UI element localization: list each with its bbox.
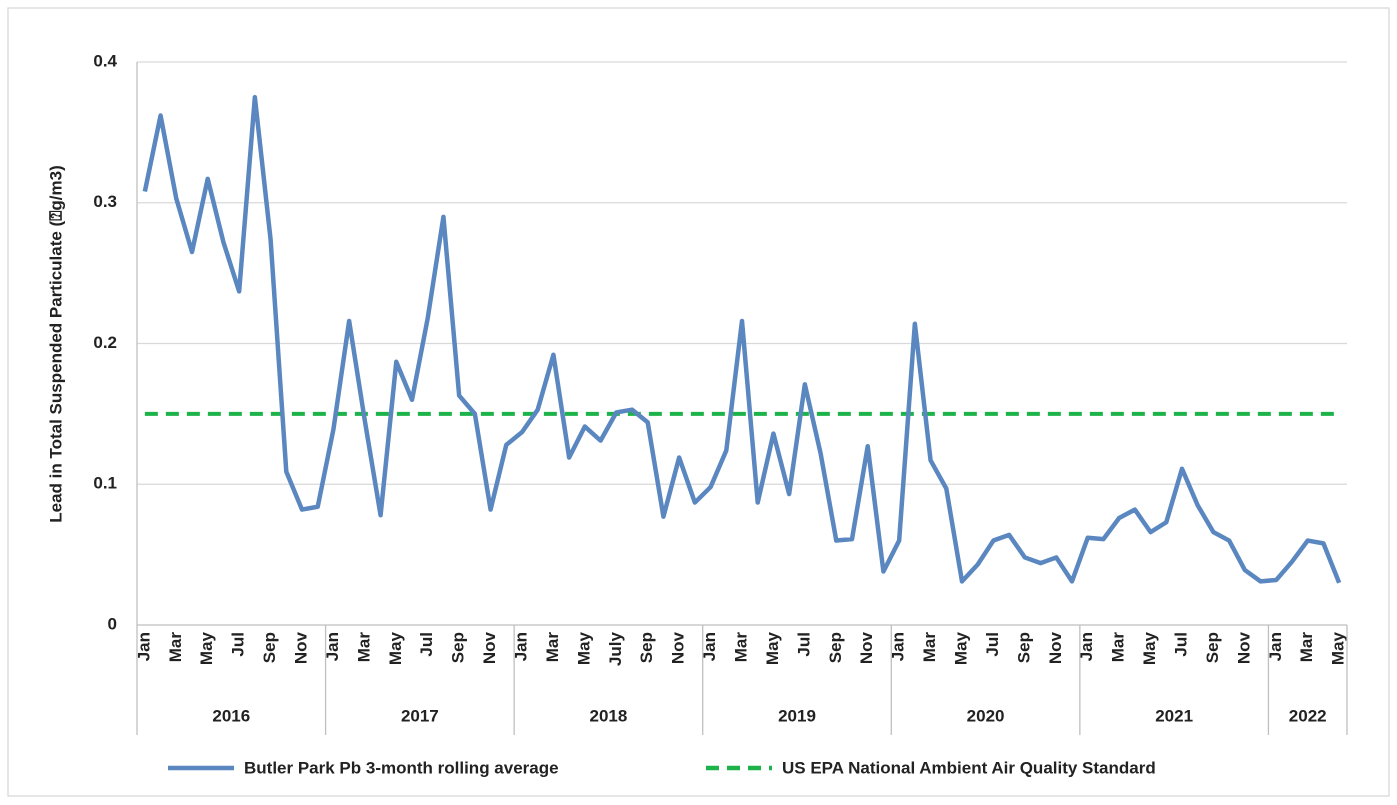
x-tick-label: Jan: [889, 632, 908, 661]
data-line: [142, 94, 1342, 584]
x-tick-label: Mar: [166, 632, 185, 663]
x-tick-label: May: [197, 631, 216, 665]
x-tick-label: Jul: [1171, 632, 1190, 657]
group-label: 2018: [590, 706, 628, 725]
group-label: 2017: [401, 706, 439, 725]
y-tick-label: 0: [108, 614, 117, 633]
x-tick-label: May: [951, 631, 970, 665]
x-tick-label: Sep: [637, 632, 656, 663]
x-tick-label: May: [574, 631, 593, 665]
y-tick-label: 0.1: [93, 474, 117, 493]
x-tick-label: Jan: [700, 632, 719, 661]
chart-border: [7, 7, 1390, 797]
x-tick-label: Nov: [669, 631, 688, 664]
group-label: 2019: [778, 706, 816, 725]
x-tick-label: Jan: [134, 632, 153, 661]
x-tick-label: Sep: [826, 632, 845, 663]
group-label: 2016: [212, 706, 250, 725]
legend-label: Butler Park Pb 3-month rolling average: [244, 758, 559, 777]
legend-label: US EPA National Ambient Air Quality Stan…: [782, 758, 1156, 777]
x-tick-label: Sep: [260, 632, 279, 663]
x-tick-label: Jul: [417, 632, 436, 657]
y-tick-label: 0.4: [93, 51, 117, 70]
group-label: 2022: [1289, 706, 1327, 725]
x-tick-label: Sep: [449, 632, 468, 663]
x-tick-label: Jul: [794, 632, 813, 657]
x-tick-label: Nov: [480, 631, 499, 664]
x-tick-label: Nov: [857, 631, 876, 664]
x-tick-label: Mar: [354, 632, 373, 663]
x-tick-label: Nov: [1046, 631, 1065, 664]
x-tick-label: Mar: [543, 632, 562, 663]
x-tick-label: Jan: [1266, 632, 1285, 661]
y-axis-label: Lead in Total Suspended Particulate (⍰g/…: [46, 165, 65, 523]
x-tick-label: Jan: [1077, 632, 1096, 661]
x-tick-label: May: [386, 631, 405, 665]
x-tick-label: Jan: [323, 632, 342, 661]
x-tick-label: Mar: [1297, 632, 1316, 663]
x-tick-label: May: [763, 631, 782, 665]
x-tick-label: Jul: [229, 632, 248, 657]
group-label: 2021: [1155, 706, 1193, 725]
y-tick-label: 0.3: [93, 192, 117, 211]
x-tick-label: Sep: [1014, 632, 1033, 663]
x-tick-label: May: [1140, 631, 1159, 665]
x-tick-label: Mar: [731, 632, 750, 663]
x-tick-label: Jan: [511, 632, 530, 661]
y-tick-label: 0.2: [93, 333, 117, 352]
x-tick-label: Sep: [1203, 632, 1222, 663]
group-label: 2020: [967, 706, 1005, 725]
x-tick-label: May: [1329, 631, 1348, 665]
x-tick-label: July: [606, 631, 625, 666]
x-tick-label: Mar: [920, 632, 939, 663]
x-tick-label: Nov: [291, 631, 310, 664]
x-tick-label: Jul: [983, 632, 1002, 657]
x-tick-label: Nov: [1234, 631, 1253, 664]
x-tick-label: Mar: [1109, 632, 1128, 663]
